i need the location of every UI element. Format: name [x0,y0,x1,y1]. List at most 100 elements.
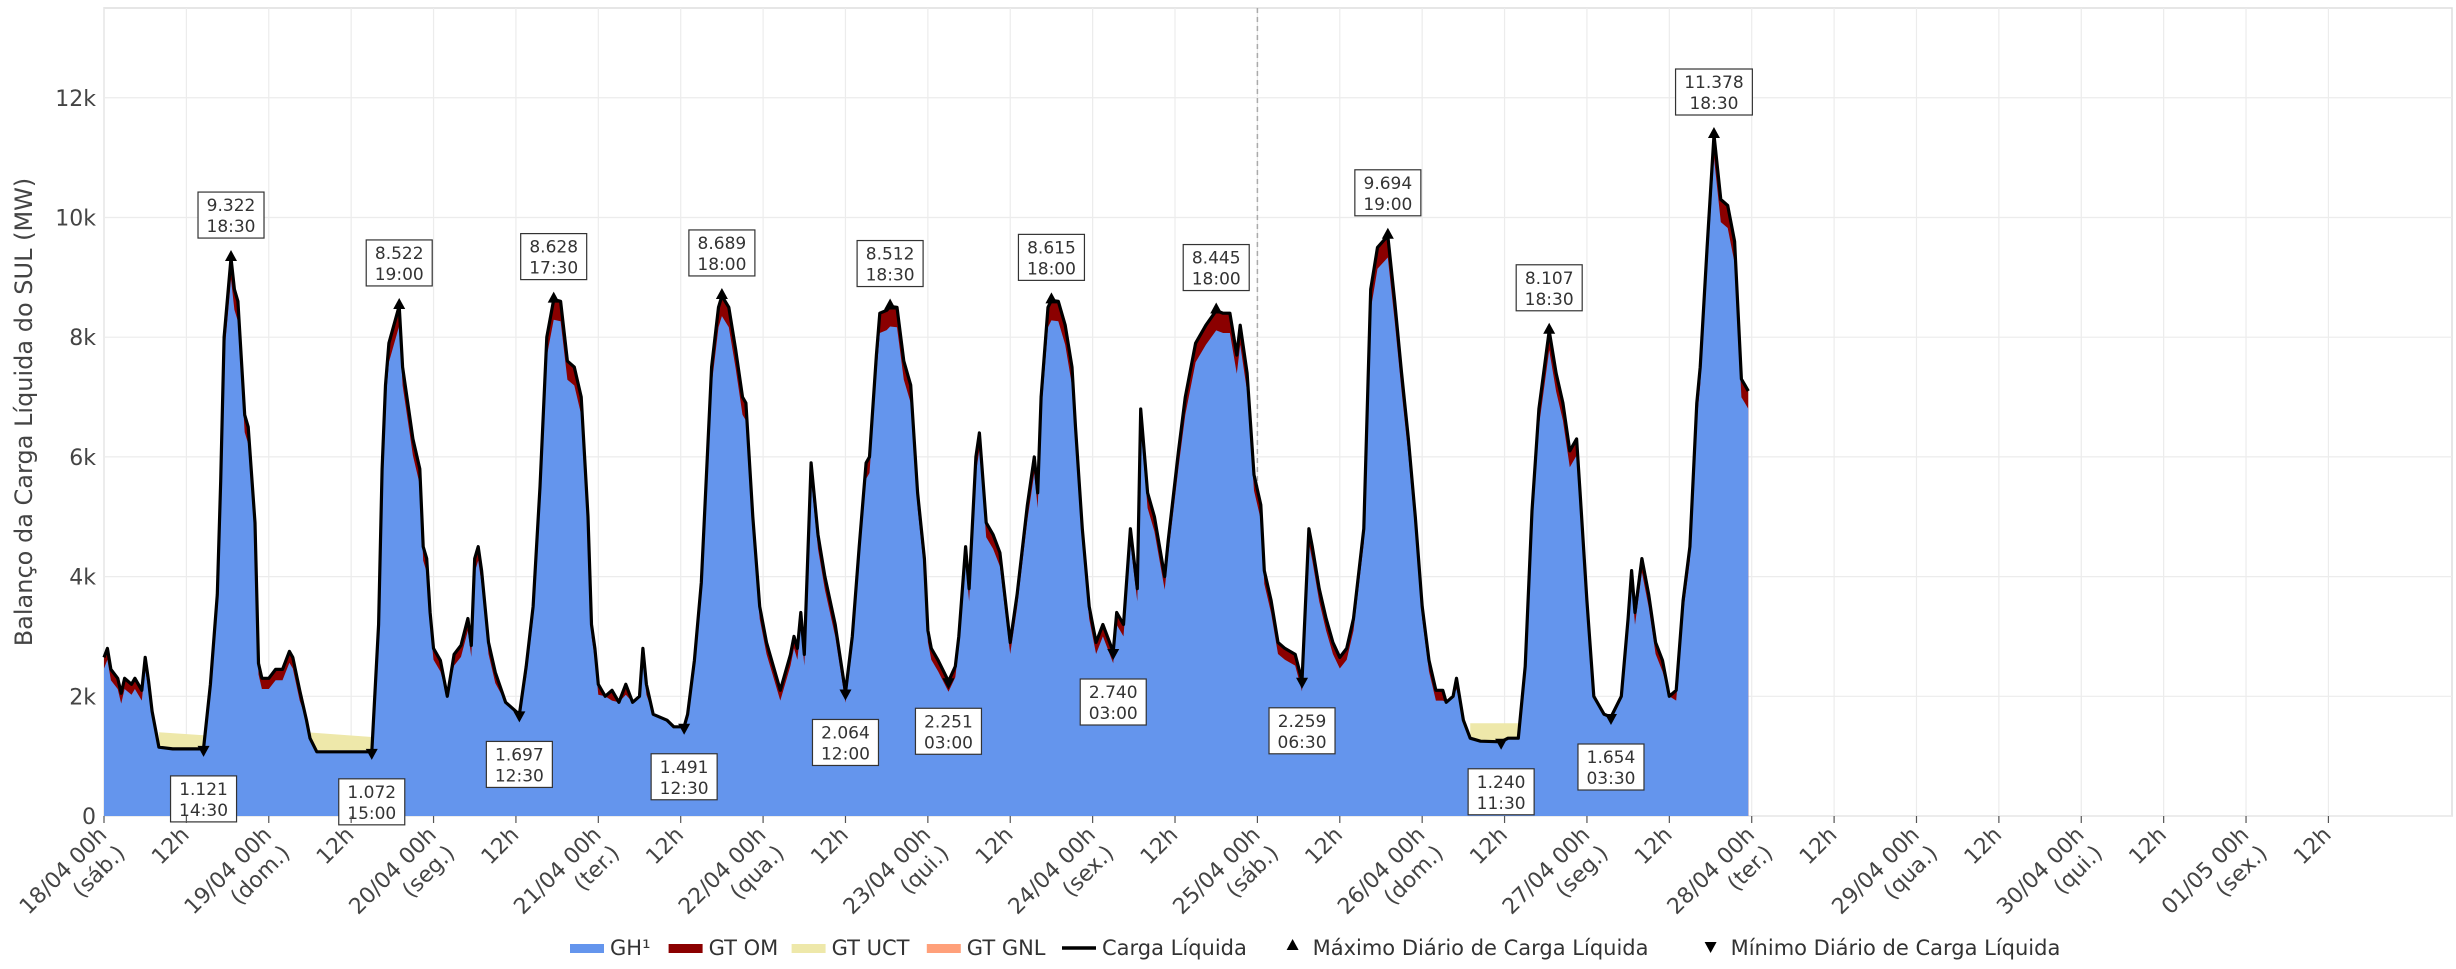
annotation-time: 18:30 [1525,290,1574,310]
x-tick-label-line: 12h [312,823,359,870]
y-tick-label: 2k [69,685,96,710]
x-tick-label-line: 12h [147,823,194,870]
annotation-time: 03:00 [924,733,973,753]
gt-uct-area [158,732,204,751]
gt-uct-area [306,732,372,751]
x-tick-label: 30/04 00h(qui.) [1992,823,2108,939]
legend-label: GT UCT [832,936,910,960]
annotation-box [1079,678,1147,726]
x-tick-label: 26/04 00h(dom.) [1333,823,1449,939]
x-tick-label: 28/04 00h(ter.) [1663,823,1779,939]
annotation-box [1268,707,1336,755]
x-tick-label-line: 12h [806,823,853,870]
line-series [102,133,1750,754]
annotation-time: 19:00 [1363,195,1412,215]
x-tick-label-line: 12h [1630,823,1677,870]
daily-min-marker [1604,714,1617,726]
annotation-value: 9.694 [1364,174,1413,194]
x-tick-label: 25/04 00h(sáb.) [1169,823,1285,939]
daily-max-marker [1707,127,1720,139]
legend-item-minimo: Mínimo Diário de Carga Líquida [1704,936,2060,960]
x-tick-label: 22/04 00h(qua.) [674,823,790,939]
x-tick-label: 20/04 00h(seg.) [345,823,461,939]
annotation-value: 2.251 [924,712,973,732]
annotation-value: 2.064 [821,723,870,743]
x-tick-label: 12h [1465,823,1512,870]
x-tick-label: 12h [2289,823,2336,870]
x-tick-label: 12h [1795,823,1842,870]
annotation-box [169,775,238,823]
legend-label: GT OM [709,936,779,960]
annotation-value: 1.491 [660,758,709,778]
annotation-value: 8.615 [1027,238,1076,258]
annotation-box [811,718,880,767]
legend-item-gh: GH¹ [570,936,650,960]
annotation-time: 12:00 [821,744,870,764]
x-tick-label: 12h [312,823,359,870]
x-tick-label: 27/04 00h(seg.) [1498,823,1614,939]
legend-label: GH¹ [610,936,650,960]
legend-swatch [668,944,703,953]
daily-max-marker [715,287,728,299]
x-tick-label: 24/04 00h(sex.) [1004,823,1120,939]
daily-max-marker [1045,292,1058,304]
x-tick-label: 23/04 00h(qui.) [839,823,955,939]
annotation-box [688,229,756,277]
x-tick-label-line: 12h [1465,823,1512,870]
y-tick-label: 6k [69,446,96,471]
daily-min-marker [678,723,691,735]
x-tick-label-line: 12h [1136,823,1183,870]
annotation-box [365,239,433,287]
daily-max-marker [1210,302,1223,314]
annotation-value: 1.240 [1477,773,1526,793]
annotation-value: 8.107 [1525,269,1574,289]
annotation-time: 18:30 [207,217,256,237]
daily-min-marker [513,711,526,723]
annotation-box [650,753,718,801]
annotation-time: 18:00 [1192,270,1241,290]
x-tick-label: 12h [971,823,1018,870]
annotation-time: 18:00 [1027,259,1076,279]
x-tick-label: 29/04 00h(qua.) [1828,823,1944,939]
annotation-box [1674,68,1753,116]
annotation-time: 15:00 [347,804,396,824]
legend-item-maximo: Máximo Diário de Carga Líquida [1286,936,1649,960]
daily-max-marker [1543,322,1556,334]
daily-annotations: 9.32218:308.52219:008.62817:308.68918:00… [169,68,1753,826]
daily-min-marker [942,678,955,690]
x-tick-label: 12h [1301,823,1348,870]
legend-label: Máximo Diário de Carga Líquida [1313,936,1649,960]
x-tick-label: 12h [147,823,194,870]
y-axis-label: Balanço da Carga Líquida do SUL (MW) [10,178,38,647]
x-tick-label: 19/04 00h(dom.) [180,823,296,939]
y-tick-label: 4k [69,566,96,591]
x-tick-label-line: 12h [2125,823,2172,870]
annotation-box [338,778,406,826]
annotation-time: 18:00 [697,255,746,275]
legend: GH¹ GT OM GT UCT GT GNL Carga Líquida Máximo … [570,936,2060,960]
legend-item-gt-om: GT OM [668,936,779,960]
legend-swatch [570,944,604,953]
legend-max-marker [1286,939,1299,950]
annotation-box [1017,233,1086,281]
daily-max-marker [225,250,238,262]
annotation-time: 14:30 [179,801,228,821]
daily-min-marker [1296,677,1309,689]
x-tick-label: 12h [642,823,689,870]
daily-max-marker [547,291,560,303]
x-tick-label-line: 12h [2289,823,2336,870]
legend-swatch [791,944,826,953]
annotation-time: 03:30 [1586,769,1635,789]
carga-liquida-line [102,133,1750,754]
